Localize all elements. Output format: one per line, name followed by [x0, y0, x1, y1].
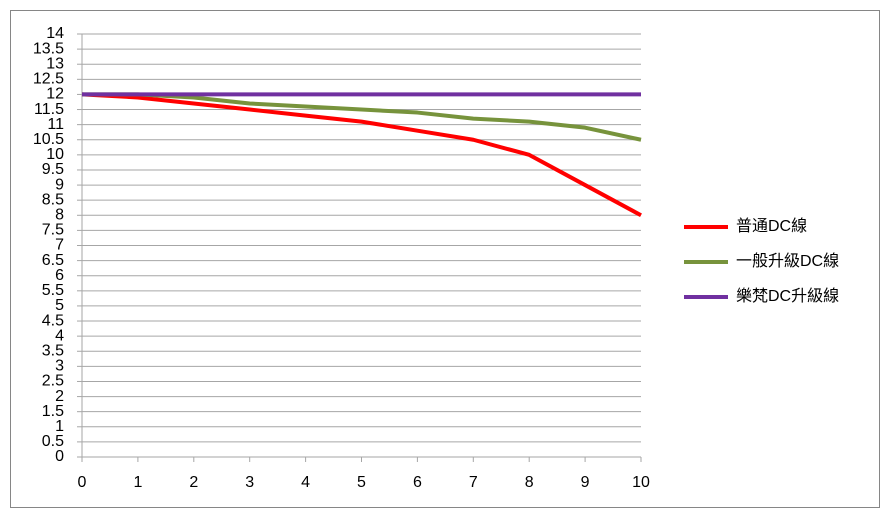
y-tick-label: 3: [55, 358, 64, 375]
legend-label: 普通DC線: [736, 217, 807, 235]
y-tick-label: 5.5: [42, 282, 64, 299]
y-tick-label: 7: [55, 237, 64, 254]
y-tick-label: 12: [46, 86, 64, 103]
y-tick-label: 8: [55, 207, 64, 224]
y-tick-label: 11.5: [34, 101, 64, 118]
y-tick-label: 7.5: [42, 222, 64, 239]
y-tick-label: 6.5: [42, 252, 64, 269]
y-tick-label: 9: [55, 176, 64, 193]
y-tick-label: 3.5: [42, 342, 64, 359]
y-tick-label: 0.5: [42, 433, 64, 450]
x-tick-label: 8: [525, 474, 534, 491]
y-tick-label: 0: [55, 448, 64, 465]
x-tick-label: 3: [245, 474, 254, 491]
y-tick-label: 12.5: [33, 71, 64, 88]
y-tick-label: 14: [46, 25, 64, 42]
y-tick-label: 5: [55, 297, 64, 314]
x-tick-label: 4: [301, 474, 310, 491]
x-tick-label: 7: [469, 474, 478, 491]
y-tick-label: 8.5: [42, 191, 64, 208]
y-tick-label: 11: [47, 116, 64, 133]
x-tick-label: 5: [357, 474, 366, 491]
x-tick-label: 2: [189, 474, 198, 491]
y-tick-label: 9.5: [42, 161, 64, 178]
y-tick-label: 13.5: [33, 40, 64, 57]
y-tick-label: 13: [46, 55, 64, 72]
x-tick-label: 1: [133, 474, 142, 491]
y-tick-label: 1: [55, 418, 64, 435]
y-tick-label: 4.5: [42, 312, 64, 329]
x-tick-label: 10: [632, 474, 650, 491]
legend-label: 一般升級DC線: [736, 252, 839, 270]
y-tick-label: 10.5: [33, 131, 64, 148]
series-line: [82, 92, 642, 142]
x-tick-label: 9: [581, 474, 590, 491]
y-tick-label: 6: [55, 267, 64, 284]
y-tick-label: 1.5: [42, 403, 64, 420]
series-line: [81, 92, 642, 218]
y-tick-label: 2.5: [42, 373, 64, 390]
x-tick-label: 6: [413, 474, 422, 491]
y-tick-label: 10: [46, 146, 64, 163]
y-tick-label: 4: [55, 327, 64, 344]
y-tick-label: 2: [55, 388, 64, 405]
x-tick-label: 0: [78, 474, 87, 491]
legend-label: 樂梵DC升級線: [736, 287, 839, 305]
